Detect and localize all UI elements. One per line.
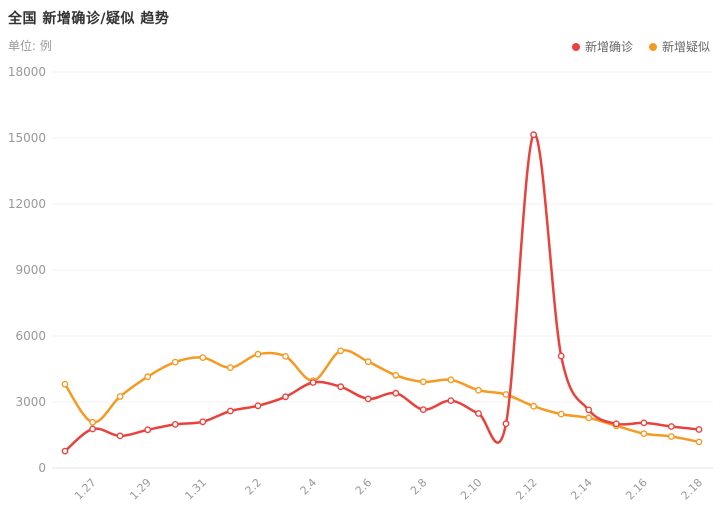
svg-text:1.27: 1.27	[72, 476, 99, 503]
new-confirmed-dot-icon	[571, 43, 580, 51]
svg-text:1.29: 1.29	[127, 476, 154, 503]
svg-text:6000: 6000	[15, 329, 46, 343]
svg-text:2.18: 2.18	[679, 476, 706, 503]
svg-text:12000: 12000	[8, 197, 46, 211]
svg-text:2.10: 2.10	[458, 476, 485, 503]
legend-label-new-confirmed: 新增确诊	[584, 40, 633, 54]
svg-text:1.31: 1.31	[182, 476, 209, 503]
svg-text:2.6: 2.6	[353, 476, 375, 498]
svg-text:2.8: 2.8	[408, 476, 430, 498]
svg-text:2.4: 2.4	[298, 476, 320, 498]
legend-item-new-suspected[interactable]: 新增疑似	[648, 40, 710, 54]
svg-text:2.2: 2.2	[243, 476, 265, 498]
chart-legend: 新增确诊 新增疑似	[571, 40, 710, 54]
chart-title: 全国 新增确诊/疑似 趋势	[8, 11, 170, 27]
svg-text:2.16: 2.16	[623, 476, 650, 503]
svg-text:9000: 9000	[15, 263, 46, 277]
svg-text:2.14: 2.14	[568, 476, 595, 503]
new-suspected-dot-icon	[648, 43, 657, 51]
svg-text:2.12: 2.12	[513, 476, 540, 503]
chart-unit-label: 单位: 例	[8, 39, 52, 53]
legend-item-new-confirmed[interactable]: 新增确诊	[571, 40, 633, 54]
svg-text:3000: 3000	[15, 395, 46, 409]
svg-text:18000: 18000	[8, 65, 46, 79]
svg-text:15000: 15000	[8, 131, 46, 145]
legend-label-new-suspected: 新增疑似	[661, 40, 710, 54]
svg-text:0: 0	[38, 461, 46, 475]
